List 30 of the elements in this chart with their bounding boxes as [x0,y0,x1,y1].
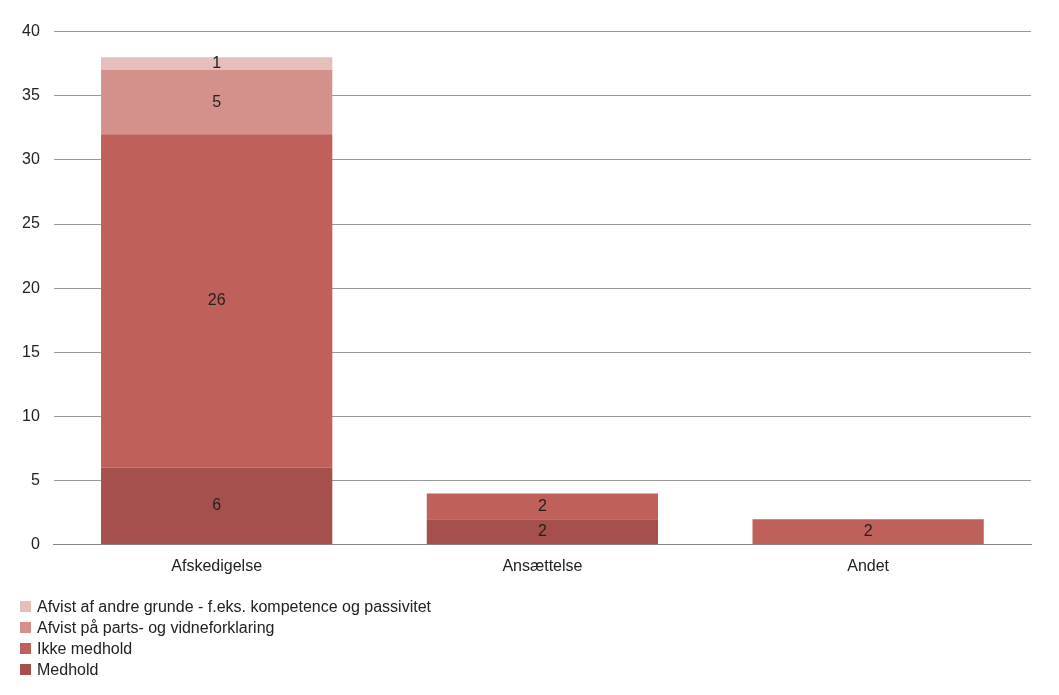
data-label: 26 [207,291,226,309]
bar [752,519,984,545]
data-label: 5 [212,92,222,110]
legend-label: Afvist af andre grunde - f.eks. kompetence og passivitet [37,597,431,616]
y-tick-label: 40 [22,22,40,40]
data-label: 1 [212,54,222,72]
y-tick-label: 15 [22,342,40,360]
y-tick-label: 35 [22,86,40,104]
bar [426,493,659,520]
data-label: 6 [212,496,222,514]
y-tick-label: 30 [22,150,40,168]
x-tick-label: Ansættelse [502,556,583,574]
data-label: 2 [537,496,547,514]
bar [101,70,333,135]
legend-label: Ikke medhold [37,639,133,658]
y-tick-label: 20 [22,278,40,296]
y-tick-label: 0 [30,535,40,553]
data-label: 2 [863,522,873,540]
legend-label: Afvist på parts- og vidneforklaring [37,618,275,637]
y-tick-label: 25 [22,214,40,232]
bar [101,57,333,71]
data-label: 2 [537,522,547,540]
bar [101,467,333,545]
y-tick-label: 10 [22,406,40,424]
y-tick-label: 5 [30,471,40,489]
bar [426,519,659,545]
x-tick-label: Afskedigelse [171,556,263,574]
legend-label: Medhold [37,660,99,679]
x-tick-label: Andet [847,556,890,574]
bar [101,134,333,468]
